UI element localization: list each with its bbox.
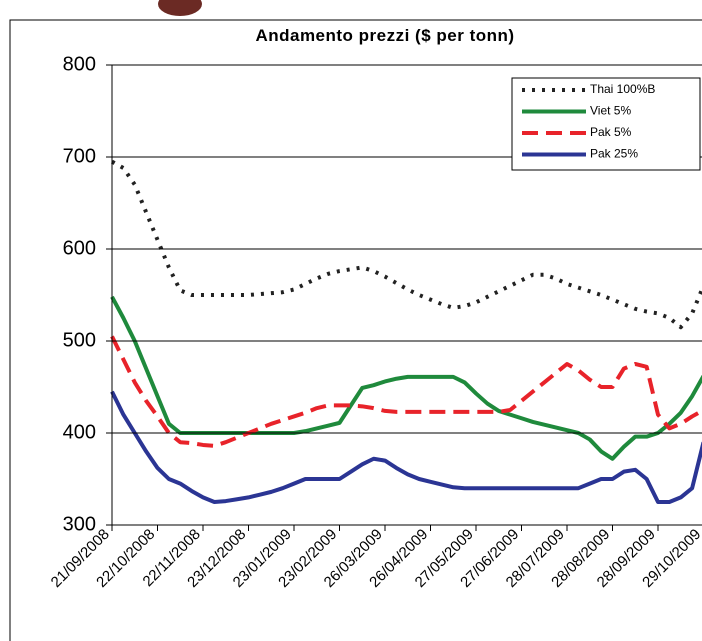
y-tick-label: 300 [63,513,96,535]
decoration [158,0,202,16]
legend-label: Pak 5% [590,125,632,139]
series-line [112,162,702,328]
legend-label: Viet 5% [590,104,631,118]
plot-area [112,162,702,502]
y-tick-label: 400 [63,421,96,443]
y-tick-label: 500 [63,329,96,351]
series-line [112,336,702,445]
series-line [112,392,702,502]
y-tick-label: 600 [63,237,96,259]
axes: 30040050060070080021/09/200822/10/200822… [48,53,702,591]
legend-label: Thai 100%B [590,82,655,96]
y-tick-label: 800 [63,53,96,75]
chart-title: Andamento prezzi ($ per tonn) [255,26,514,45]
y-tick-label: 700 [63,145,96,167]
series-line [112,297,702,459]
legend-label: Pak 25% [590,147,638,161]
chart: Andamento prezzi ($ per tonn) 300 400 500 6… [0,0,702,641]
legend: Thai 100%B Viet 5% Pak 5% Pak 25% [512,78,700,170]
